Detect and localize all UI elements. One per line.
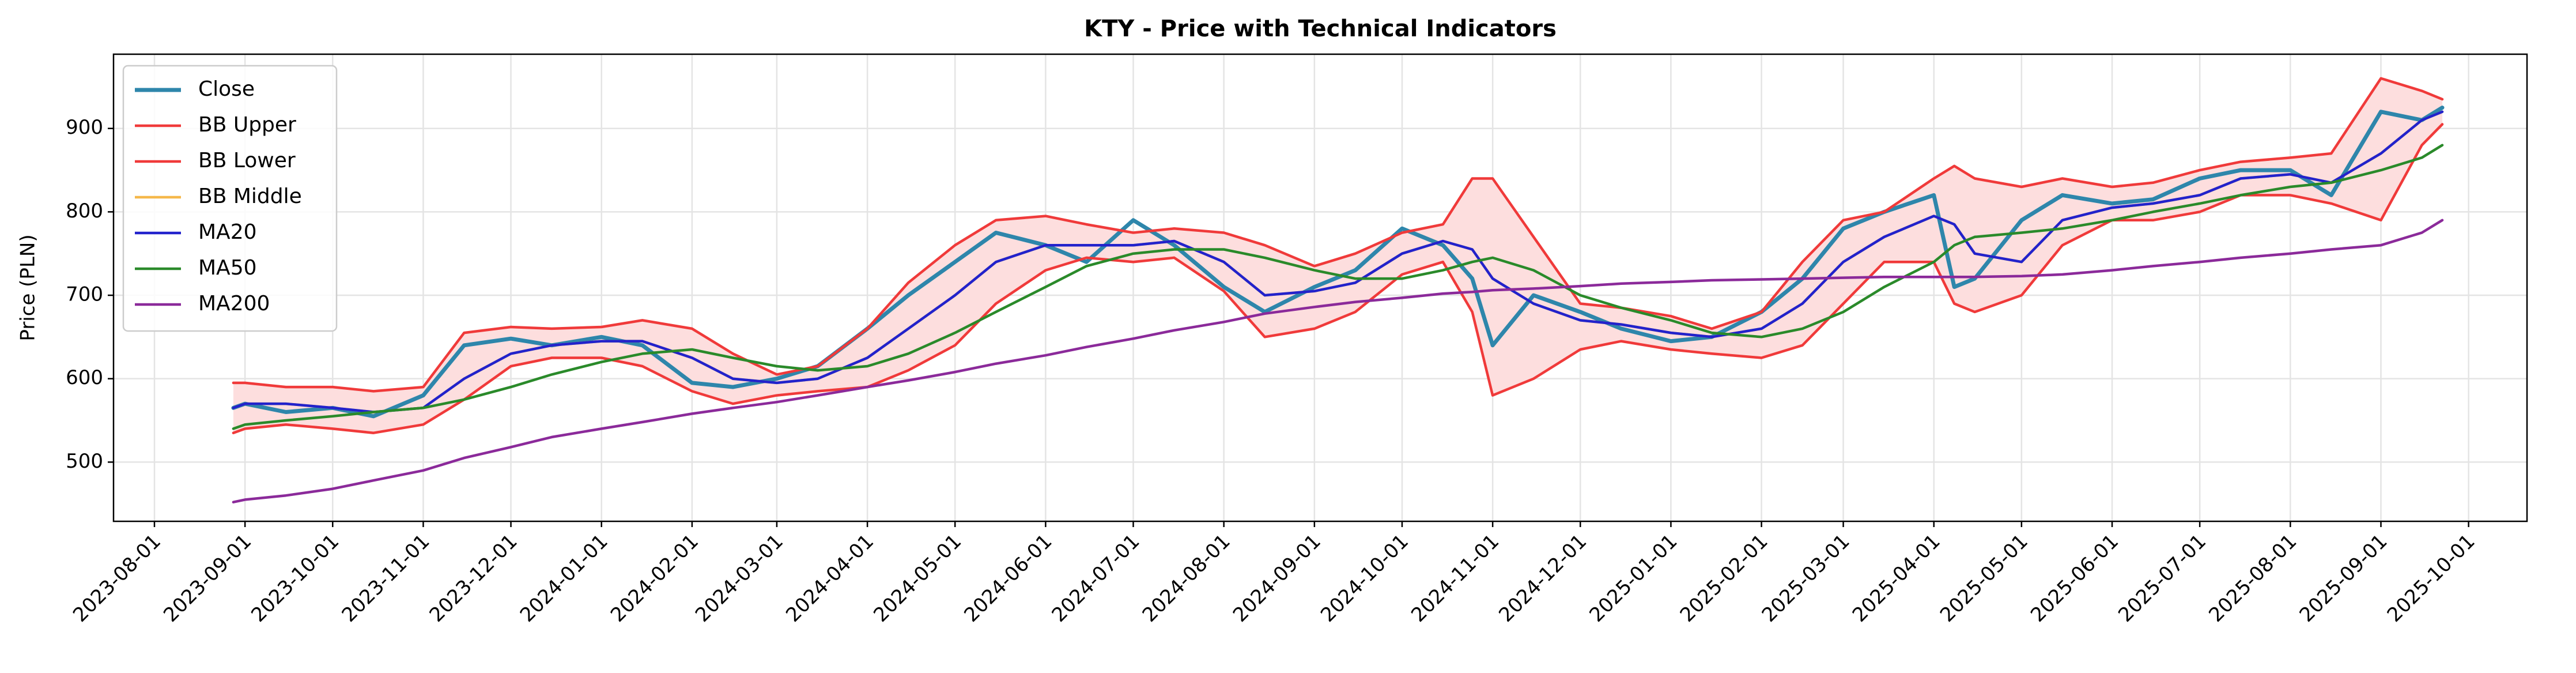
- series-line: [232, 77, 2444, 393]
- x-tick-label: 2024-11-01: [1407, 530, 1504, 627]
- x-tick-label: 2024-07-01: [1048, 530, 1145, 627]
- y-tick-label: 500: [66, 450, 103, 473]
- legend-label: Close: [198, 77, 255, 101]
- x-tick-label: 2025-01-01: [1585, 530, 1682, 627]
- series-line: [232, 219, 2444, 503]
- x-tick-label: 2024-12-01: [1494, 530, 1591, 627]
- x-tick-label: 2024-04-01: [781, 530, 878, 627]
- legend-label: BB Lower: [198, 149, 296, 172]
- y-tick-label: 800: [66, 200, 103, 223]
- x-tick-label: 2025-03-01: [1758, 530, 1854, 627]
- series-line: [231, 106, 2445, 419]
- x-tick-label: 2025-09-01: [2295, 530, 2392, 627]
- x-tick-label: 2024-06-01: [960, 530, 1056, 627]
- x-tick-label: 2023-11-01: [338, 530, 435, 627]
- legend-label: MA20: [198, 220, 257, 244]
- x-tick-label: 2025-10-01: [2383, 530, 2480, 627]
- x-tick-label: 2025-02-01: [1676, 530, 1773, 627]
- x-tick-label: 2023-10-01: [247, 530, 343, 627]
- legend-label: BB Middle: [198, 185, 302, 208]
- chart-title: KTY - Price with Technical Indicators: [1084, 16, 1557, 42]
- x-tick-label: 2025-05-01: [1936, 530, 2033, 627]
- x-tick-label: 2023-08-01: [69, 530, 165, 627]
- y-axis-label: Price (PLN): [17, 234, 40, 341]
- legend-label: BB Upper: [198, 113, 296, 137]
- y-tick-label: 600: [66, 366, 103, 389]
- y-tick-label: 700: [66, 283, 103, 306]
- x-tick-label: 2024-08-01: [1138, 530, 1235, 627]
- bollinger-band: [233, 78, 2443, 433]
- x-tick-label: 2025-04-01: [1848, 530, 1945, 627]
- series-line: [232, 110, 2444, 413]
- y-tick-label: 900: [66, 116, 103, 139]
- x-tick-label: 2025-07-01: [2114, 530, 2211, 627]
- legend-label: MA200: [198, 292, 270, 315]
- x-tick-label: 2024-10-01: [1316, 530, 1413, 627]
- series-line: [232, 144, 2444, 430]
- x-tick-label: 2024-03-01: [691, 530, 788, 627]
- legend-label: MA50: [198, 256, 257, 280]
- x-tick-label: 2024-05-01: [869, 530, 966, 627]
- legend-box: [122, 65, 338, 332]
- x-tick-label: 2023-09-01: [159, 530, 256, 627]
- series-line: [232, 123, 2444, 434]
- x-tick-label: 2023-12-01: [425, 530, 522, 627]
- x-tick-label: 2024-09-01: [1229, 530, 1325, 627]
- x-tick-label: 2025-06-01: [2026, 530, 2123, 627]
- x-tick-label: 2024-01-01: [516, 530, 613, 627]
- plot-frame: [112, 53, 2528, 522]
- x-tick-label: 2025-08-01: [2204, 530, 2301, 627]
- x-tick-label: 2024-02-01: [606, 530, 703, 627]
